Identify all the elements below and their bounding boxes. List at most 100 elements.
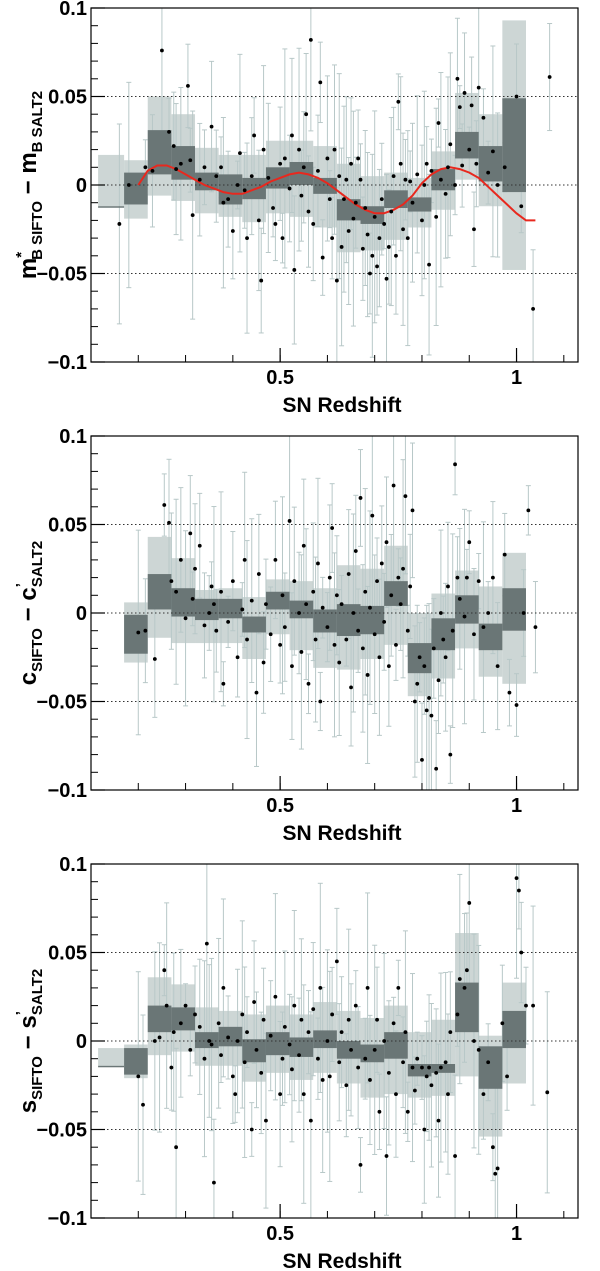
data-point: [214, 174, 219, 179]
y-tick-label: 0: [76, 603, 87, 625]
data-point: [169, 579, 174, 584]
data-point: [304, 602, 309, 607]
bin-inner-box: [478, 146, 503, 182]
data-point: [349, 685, 353, 690]
data-point: [360, 246, 365, 251]
data-point: [424, 708, 429, 713]
data-point: [316, 561, 320, 566]
data-point: [150, 168, 155, 173]
bin-inner-box: [502, 588, 526, 631]
data-point: [301, 543, 306, 548]
data-point: [524, 1003, 528, 1008]
data-point: [325, 1039, 330, 1043]
data-point: [443, 1060, 448, 1065]
data-point: [384, 540, 389, 545]
data-point: [464, 968, 469, 973]
data-point: [327, 197, 332, 202]
data-point: [297, 1053, 301, 1058]
data-point: [420, 758, 424, 762]
data-point: [325, 625, 330, 630]
data-point: [226, 197, 231, 202]
data-point: [337, 174, 342, 179]
data-point: [363, 206, 368, 210]
data-point: [249, 174, 254, 179]
data-point: [249, 1127, 254, 1132]
bin-inner-box: [218, 598, 243, 619]
data-point: [467, 540, 472, 545]
data-point: [216, 1021, 221, 1026]
data-point: [453, 1154, 457, 1158]
bin-inner-box: [431, 1064, 456, 1073]
y-tick-label: 0: [76, 175, 87, 197]
y-axis-label-part: *: [13, 252, 30, 258]
data-point: [152, 657, 157, 661]
data-point: [143, 165, 148, 170]
y-axis-label: m*B SIFTO − mB SALT2: [13, 91, 46, 279]
data-point: [495, 1166, 500, 1171]
data-point: [365, 673, 370, 677]
data-point: [287, 186, 292, 191]
bin-inner-box: [195, 172, 219, 191]
data-point: [429, 1083, 434, 1088]
data-point: [330, 236, 335, 241]
data-point: [408, 584, 413, 589]
data-point: [476, 579, 481, 584]
data-point: [254, 690, 259, 695]
data-point: [342, 197, 346, 202]
data-point: [372, 1047, 377, 1052]
y-axis-label-part: −: [15, 601, 42, 628]
data-point: [377, 236, 382, 241]
data-point: [436, 1118, 441, 1123]
data-point: [290, 1067, 294, 1072]
data-point: [190, 596, 195, 601]
data-point: [346, 1017, 351, 1022]
data-point: [434, 766, 439, 771]
data-point: [240, 1012, 245, 1017]
data-point: [261, 1017, 266, 1022]
data-point: [316, 1056, 320, 1061]
data-point: [320, 605, 325, 610]
data-point: [178, 1021, 183, 1026]
data-point: [126, 183, 131, 187]
y-axis-label-part: m: [15, 258, 42, 279]
y-tick-label: 0.05: [48, 943, 87, 965]
y-axis-label-part: SIFTO: [29, 628, 46, 672]
data-point: [495, 183, 500, 187]
x-tick-label: 1: [511, 1223, 522, 1245]
x-axis-label: SN Redshift: [282, 394, 401, 417]
y-axis-label-part: −: [15, 174, 42, 201]
data-point: [209, 124, 214, 129]
data-point: [476, 85, 481, 90]
data-point: [308, 1118, 313, 1123]
data-point: [429, 713, 434, 718]
data-point: [327, 575, 332, 580]
data-point: [240, 607, 245, 612]
data-point: [467, 147, 472, 152]
y-tick-label: −0.1: [48, 1208, 87, 1230]
data-point: [318, 80, 323, 85]
data-point: [304, 112, 309, 117]
bin-inner-box: [124, 1048, 148, 1075]
data-point: [334, 593, 339, 598]
data-point: [245, 236, 249, 241]
data-point: [301, 1092, 306, 1096]
data-point: [505, 1074, 509, 1079]
data-point: [183, 616, 188, 621]
bin-inner-box: [455, 595, 479, 624]
data-point: [472, 1039, 476, 1043]
data-point: [318, 699, 323, 704]
y-axis-label: cSIFTO − c’SALT2: [13, 541, 46, 686]
data-point: [469, 103, 474, 108]
data-point: [420, 218, 424, 223]
data-point: [365, 986, 370, 990]
data-point: [282, 625, 287, 630]
data-point: [486, 611, 491, 615]
data-point: [238, 151, 242, 156]
data-point: [356, 156, 361, 161]
data-point: [186, 83, 190, 88]
data-point: [353, 1003, 358, 1008]
data-point: [368, 271, 372, 276]
data-point: [193, 1012, 197, 1017]
